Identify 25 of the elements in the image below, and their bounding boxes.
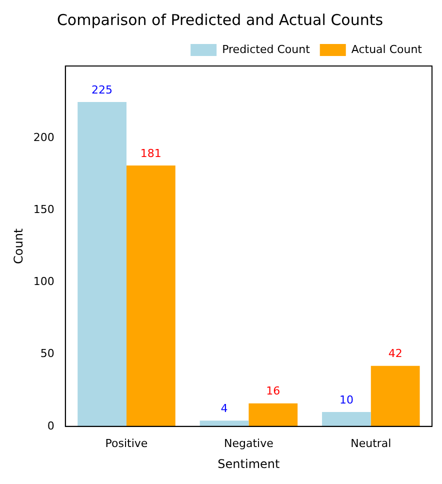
- y-tick-label: 150: [33, 203, 54, 216]
- y-tick-label: 200: [33, 130, 54, 144]
- data-label: 10: [339, 393, 354, 406]
- bar: [248, 403, 298, 426]
- bar: [322, 412, 371, 426]
- y-tick-label: 50: [40, 347, 54, 360]
- bar: [126, 165, 176, 426]
- x-tick-label: Negative: [224, 436, 274, 450]
- data-label: 4: [220, 402, 228, 415]
- y-tick-label: 100: [33, 275, 54, 288]
- data-label: 225: [92, 83, 113, 96]
- bar: [370, 366, 420, 426]
- data-label: 42: [388, 347, 402, 360]
- data-label: 16: [266, 384, 280, 398]
- y-axis-title: Count: [11, 228, 26, 264]
- chart-title: Comparison of Predicted and Actual Counts: [56, 10, 384, 29]
- x-axis-title: Sentiment: [218, 456, 280, 471]
- legend-label: Predicted Count: [222, 42, 311, 56]
- legend-label: Actual Count: [351, 42, 423, 56]
- data-label: 181: [140, 146, 162, 160]
- bar: [200, 420, 249, 426]
- bar: [78, 102, 126, 426]
- y-tick-label: 0: [47, 419, 54, 432]
- x-tick-label: Neutral: [350, 436, 392, 450]
- x-tick-label: Positive: [105, 436, 148, 450]
